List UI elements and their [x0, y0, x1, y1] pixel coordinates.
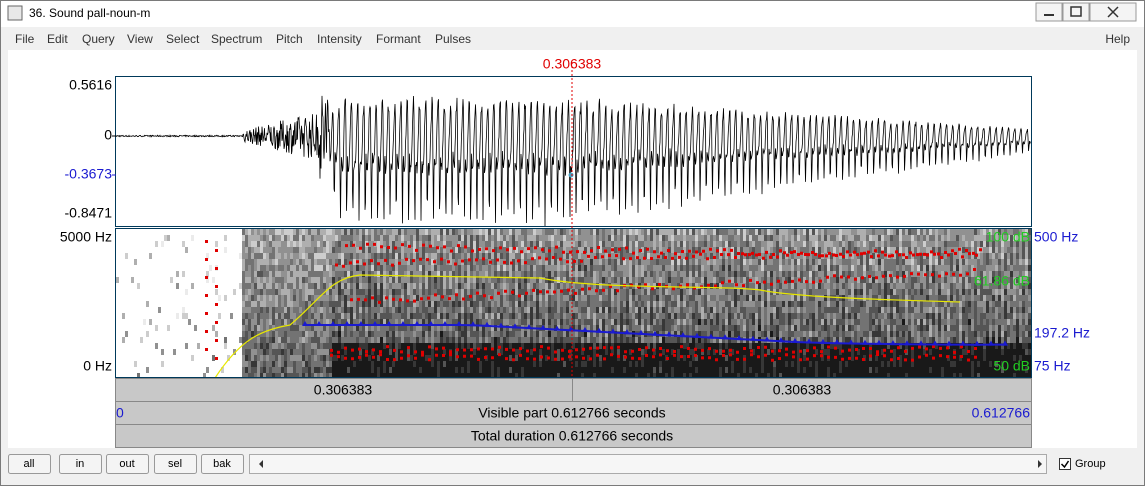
menu-item[interactable]: Formant: [376, 32, 421, 46]
spectrogram-frame: [115, 228, 1032, 378]
window-title: 36. Sound pall-noun-m: [29, 6, 150, 20]
spectrogram-cells: [242, 229, 1031, 379]
maximize-icon: [1070, 6, 1082, 17]
intensity-top: 100 dB: [986, 229, 1030, 245]
amp-zero: 0: [104, 127, 112, 143]
toolbar-button-label[interactable]: all: [23, 458, 34, 470]
toolbar-button[interactable]: [106, 454, 149, 474]
menu-help[interactable]: Help: [1105, 32, 1130, 46]
pitch-markers: [302, 321, 1008, 346]
button-row[interactable]: all in out sel bak: [8, 454, 244, 474]
visible-start: 0: [116, 405, 124, 421]
menu-item[interactable]: Select: [166, 32, 200, 46]
cursor-point: [568, 172, 574, 178]
toolbar-button[interactable]: [154, 454, 197, 474]
total-bar[interactable]: [115, 424, 1032, 448]
spectrogram: [116, 229, 1031, 379]
scroll-track[interactable]: [249, 454, 1047, 474]
spectrogram-cells: [332, 319, 1031, 379]
cursor-time: 0.306383: [543, 56, 602, 72]
amp-min: -0.8471: [65, 205, 113, 221]
intensity-bottom: 50 dB: [993, 358, 1030, 374]
window-controls[interactable]: [1035, 2, 1137, 22]
left-segment-label: 0.306383: [314, 382, 373, 398]
menu-item[interactable]: View: [127, 32, 153, 46]
menu-item[interactable]: File: [15, 32, 35, 46]
visible-end: 0.612766: [972, 405, 1031, 421]
freq-top: 5000 Hz: [60, 229, 112, 245]
toolbar-button-label[interactable]: out: [119, 458, 134, 470]
pitch-top: 500 Hz: [1034, 229, 1078, 245]
toolbar-button[interactable]: [8, 454, 51, 474]
maximize-button[interactable]: [1062, 2, 1090, 22]
scroll-left-arrow[interactable]: [259, 460, 263, 468]
menu-bar[interactable]: File Edit Query View Select Spectrum Pitch Inte…: [15, 32, 471, 46]
right-segment-label: 0.306383: [773, 382, 832, 398]
spectrogram-cells: [125, 229, 1028, 373]
toolbar-button[interactable]: [201, 454, 244, 474]
scrollbar[interactable]: [249, 454, 1047, 474]
total-label: Total duration 0.612766 seconds: [471, 428, 673, 444]
title-bar: [1, 1, 1144, 27]
group-checkbox[interactable]: [1059, 458, 1071, 470]
waveform-trace: [115, 95, 1031, 227]
waveform-frame: [115, 76, 1032, 227]
toolbar-button-label[interactable]: sel: [168, 458, 182, 470]
pitch-bottom: 75 Hz: [1034, 358, 1071, 374]
scroll-right-arrow[interactable]: [1038, 460, 1042, 468]
toolbar-button-label[interactable]: in: [76, 458, 85, 470]
intensity-curve: [214, 274, 961, 379]
close-icon: [1107, 6, 1119, 18]
pitch-value: 197.2 Hz: [1034, 325, 1090, 341]
waveform: [115, 95, 1031, 227]
menu-item[interactable]: Pulses: [435, 32, 471, 46]
app-icon: [7, 5, 23, 21]
group-label[interactable]: Group: [1075, 458, 1106, 470]
menu-item[interactable]: Query: [82, 32, 115, 46]
amp-cursor: -0.3673: [65, 166, 113, 182]
spectrogram-cells: [125, 229, 1031, 379]
time-bars[interactable]: 0.306383 0.306383 0 Visible part 0.61276…: [115, 378, 1032, 448]
group-check: [1060, 460, 1070, 469]
freq-bottom: 0 Hz: [83, 358, 112, 374]
menu-item[interactable]: Edit: [47, 32, 68, 46]
minimize-button[interactable]: [1035, 2, 1063, 22]
visible-label: Visible part 0.612766 seconds: [478, 405, 665, 421]
toolbar-button-label[interactable]: bak: [213, 458, 231, 470]
toolbar-button[interactable]: [59, 454, 102, 474]
menu-item[interactable]: Spectrum: [211, 32, 262, 46]
amp-max: 0.5616: [69, 77, 112, 93]
menu-item[interactable]: Pitch: [276, 32, 303, 46]
menu-item[interactable]: Intensity: [317, 32, 362, 46]
intensity-value: 61.86 dB: [974, 273, 1030, 289]
